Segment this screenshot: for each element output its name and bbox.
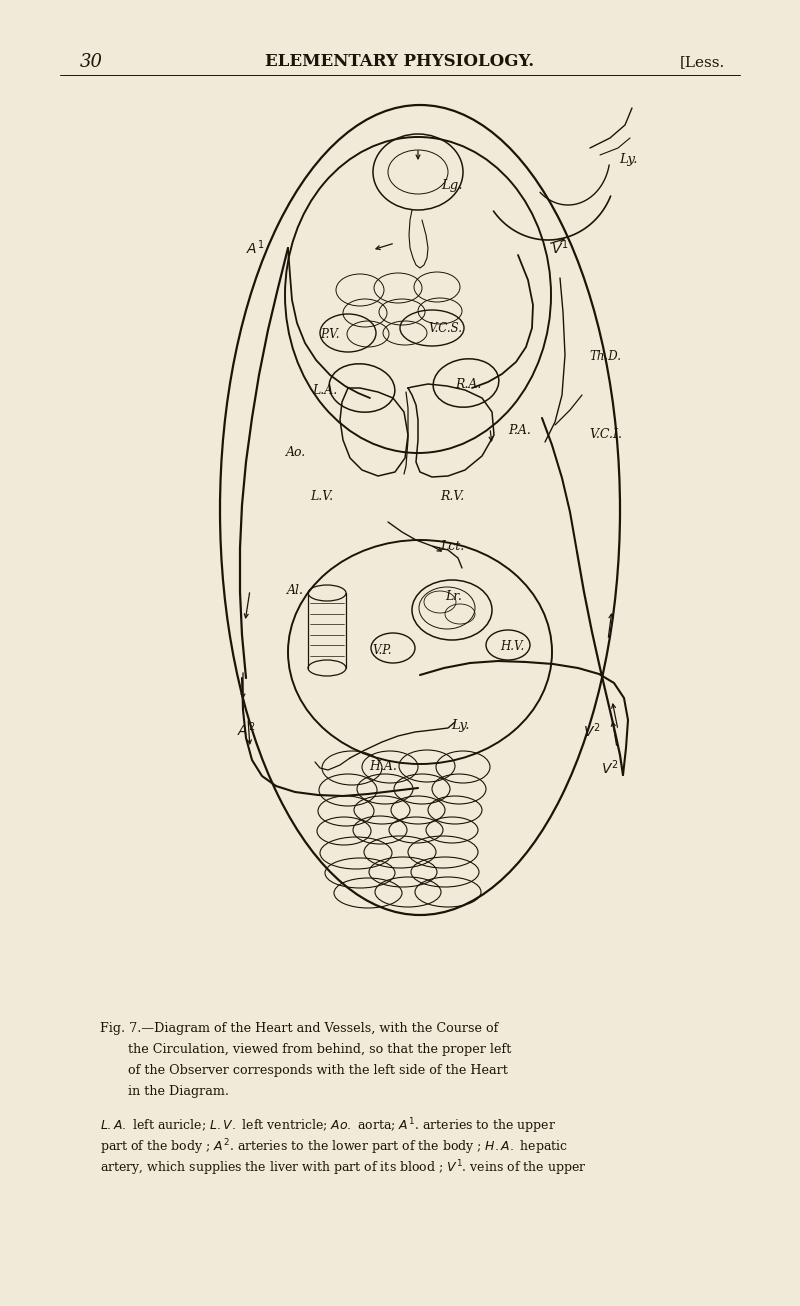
Text: 30: 30 xyxy=(80,54,103,71)
Text: Lct.: Lct. xyxy=(440,539,464,552)
Text: P.A.: P.A. xyxy=(509,423,531,436)
Text: $V^1$: $V^1$ xyxy=(551,239,569,257)
Text: L.A.: L.A. xyxy=(312,384,338,397)
Text: Ly.: Ly. xyxy=(618,154,638,166)
Text: Lr.: Lr. xyxy=(446,589,462,602)
Text: $\it{L.A.}$ left auricle; $\it{L.V.}$ left ventricle; $\it{Ao.}$ aorta; $\it{A}^: $\it{L.A.}$ left auricle; $\it{L.V.}$ le… xyxy=(100,1117,556,1136)
Text: part of the body ; $\it{A}^{2}$. arteries to the lower part of the body ; $\it{H: part of the body ; $\it{A}^{2}$. arterie… xyxy=(100,1138,568,1157)
Text: $V^2$: $V^2$ xyxy=(583,722,601,741)
Text: L.V.: L.V. xyxy=(310,490,334,503)
Text: R.A.: R.A. xyxy=(455,379,481,392)
Text: $V^2$: $V^2$ xyxy=(601,759,619,777)
Text: ELEMENTARY PHYSIOLOGY.: ELEMENTARY PHYSIOLOGY. xyxy=(266,54,534,71)
Text: Ao.: Ao. xyxy=(286,445,306,458)
Text: $A^2$: $A^2$ xyxy=(237,721,255,739)
Text: H.A.: H.A. xyxy=(369,760,397,773)
Text: Lg.: Lg. xyxy=(442,179,462,192)
Text: V.C.S.: V.C.S. xyxy=(428,321,462,334)
Text: V.P.: V.P. xyxy=(372,644,392,657)
Text: $A^1$: $A^1$ xyxy=(246,239,264,257)
Text: artery, which supplies the liver with part of its blood ; $\it{V}^{1}$. veins of: artery, which supplies the liver with pa… xyxy=(100,1158,586,1178)
Text: Ly.: Ly. xyxy=(450,718,470,731)
Text: P.V.: P.V. xyxy=(320,329,340,341)
Text: H.V.: H.V. xyxy=(500,640,524,653)
Text: V.C.I.: V.C.I. xyxy=(590,427,622,440)
Text: the Circulation, viewed from behind, so that the proper left: the Circulation, viewed from behind, so … xyxy=(128,1043,511,1057)
Text: Th.D.: Th.D. xyxy=(589,350,621,363)
Text: Al.: Al. xyxy=(286,584,303,597)
Text: in the Diagram.: in the Diagram. xyxy=(128,1085,229,1098)
Text: R.V.: R.V. xyxy=(440,491,464,504)
Text: [Less.: [Less. xyxy=(680,55,725,69)
Text: of the Observer corresponds with the left side of the Heart: of the Observer corresponds with the lef… xyxy=(128,1064,508,1077)
Text: Fig. 7.—Diagram of the Heart and Vessels, with the Course of: Fig. 7.—Diagram of the Heart and Vessels… xyxy=(100,1023,498,1034)
